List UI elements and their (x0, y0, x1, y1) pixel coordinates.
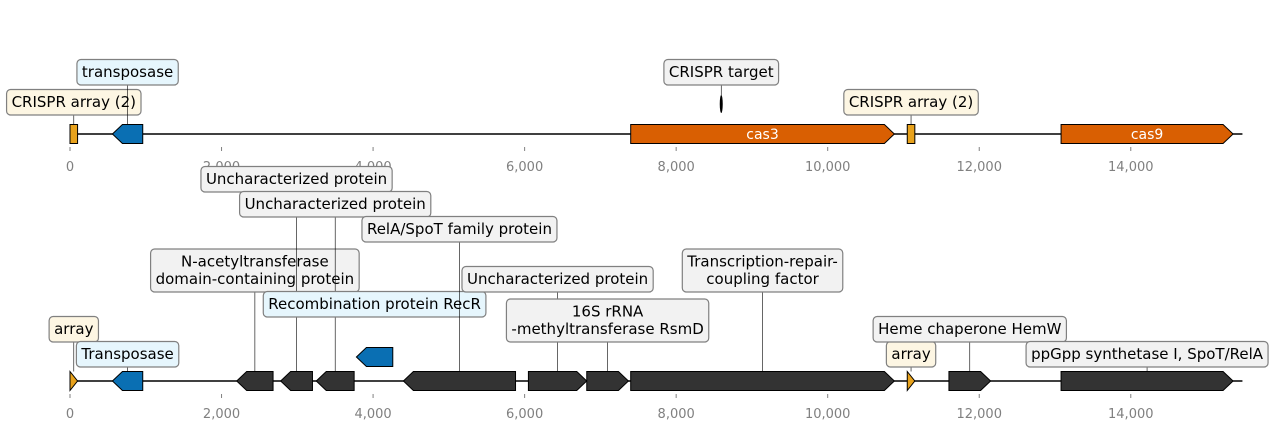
feature-label: Uncharacterized protein (245, 195, 426, 213)
feature-arrow (1060, 124, 1234, 144)
feature-transposase: Transposase (75, 340, 180, 391)
feature-gene: 16S rRNA -methyltransferase RsmD (505, 298, 710, 391)
feature-label-box (149, 248, 360, 293)
feature-transposase: Recombination protein RecR (262, 290, 487, 367)
feature-arrow (235, 371, 274, 391)
feature-arrow (402, 371, 517, 391)
axis-tick-label: 12,000 (956, 407, 1002, 422)
feature-label-box (262, 290, 487, 318)
feature-inline-label: cas9 (1131, 127, 1163, 143)
feature-box (906, 124, 916, 144)
feature-arrow (279, 371, 313, 391)
feature-gene: Uncharacterized protein (238, 190, 432, 391)
feature-label: transposase (82, 63, 173, 81)
feature-arrow (69, 370, 79, 392)
feature-label-box (843, 88, 979, 116)
feature-label-box (238, 190, 432, 218)
feature-cas: cas3 (630, 124, 896, 144)
feature-label-box (76, 58, 179, 86)
feature-gene: Transcription-repair-coupling factor (630, 248, 896, 391)
feature-label-box (505, 298, 710, 343)
feature-label-box (5, 88, 142, 116)
axis-tick-label: 10,000 (805, 407, 851, 422)
axis-tick-label: 4,000 (354, 407, 391, 422)
feature-label: RelA/SpoT family protein (367, 220, 552, 238)
feature-label: ppGpp synthetase I, SpoT/RelA (1031, 345, 1264, 363)
feature-arrow (315, 371, 355, 391)
feature-label: Heme chaperone HemW (878, 320, 1061, 338)
feature-label: array (54, 320, 93, 338)
feature-array: array (48, 315, 100, 392)
feature-label-box (48, 315, 100, 343)
axis-tick-label: 10,000 (805, 160, 851, 175)
feature-label: N-acetyltransferase domain-containing pro… (156, 253, 355, 289)
feature-arrow (355, 347, 394, 367)
feature-arrow (586, 371, 630, 391)
feature-inline-label: cas3 (746, 127, 778, 143)
feature-label: CRISPR target (669, 63, 774, 81)
feature-label-box (75, 340, 180, 368)
axis-tick-label: 6,000 (506, 407, 543, 422)
axis-tick-label: 0 (66, 160, 74, 175)
feature-label-box (361, 215, 558, 243)
feature-label-box (681, 248, 844, 293)
axis-tick-label: 12,000 (956, 160, 1002, 175)
feature-label-box (872, 315, 1068, 343)
feature-label-box (663, 58, 780, 86)
feature-array: array (885, 340, 937, 392)
feature-label: Transcription-repair-coupling factor (686, 253, 837, 289)
feature-gene: Uncharacterized protein (200, 165, 393, 391)
feature-transposase: transposase (76, 58, 179, 144)
feature-label: CRISPR array (2) (849, 93, 973, 111)
feature-label: array (891, 345, 930, 363)
feature-gene: Heme chaperone HemW (872, 315, 1068, 391)
feature-arrow (906, 370, 916, 392)
axis-tick-label: 2,000 (203, 407, 240, 422)
axis-tick-label: 6,000 (506, 160, 543, 175)
axis-tick-label: 8,000 (658, 160, 695, 175)
feature-target: CRISPR target (663, 58, 780, 113)
feature-label: CRISPR array (2) (12, 93, 136, 111)
axis-tick-label: 14,000 (1108, 160, 1154, 175)
axis-tick-label: 8,000 (658, 407, 695, 422)
feature-label: Transposase (80, 345, 173, 363)
feature-label: Uncharacterized protein (206, 170, 387, 188)
feature-array: CRISPR array (2) (843, 88, 979, 144)
feature-gene: ppGpp synthetase I, SpoT/RelA (1025, 340, 1269, 391)
feature-arrow (630, 124, 896, 144)
feature-gene: RelA/SpoT family protein (361, 215, 558, 391)
feature-box (69, 124, 79, 144)
feature-label-box (461, 265, 654, 293)
genome-track-bottom: 0 2,000 4,000 6,000 8,000 10,000 12,000 14,000 a… (48, 165, 1269, 422)
feature-arrow (948, 371, 992, 391)
feature-arrow (527, 371, 588, 391)
feature-cas: cas9 (1060, 124, 1234, 144)
feature-label: Uncharacterized protein (467, 270, 648, 288)
feature-arrow (111, 371, 144, 391)
feature-arrow (1060, 371, 1234, 391)
crispr-target-mark (719, 95, 723, 113)
feature-label: Recombination protein RecR (268, 295, 481, 313)
feature-gene: Uncharacterized protein (461, 265, 654, 391)
axis-tick-label: 14,000 (1108, 407, 1154, 422)
feature-label-box (1025, 340, 1269, 368)
feature-arrow (111, 124, 144, 144)
feature-label: 16S rRNA -methyltransferase RsmD (511, 303, 703, 339)
genome-track-top: 02,0004,0006,0008,00010,00012,00014,000C… (5, 58, 1243, 175)
axis-tick-label: 0 (66, 407, 74, 422)
feature-gene: N-acetyltransferase domain-containing pro… (149, 248, 360, 391)
feature-arrow (630, 371, 896, 391)
feature-array: CRISPR array (2) (5, 88, 142, 144)
